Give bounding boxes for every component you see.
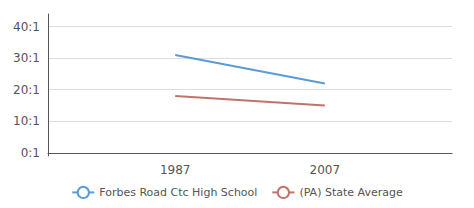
svg-text:10:1: 10:1	[13, 114, 40, 128]
svg-text:30:1: 30:1	[13, 51, 40, 65]
svg-text:20:1: 20:1	[13, 83, 40, 97]
svg-text:2007: 2007	[310, 163, 341, 177]
svg-text:Forbes Road Ctc High School: Forbes Road Ctc High School	[99, 186, 257, 199]
svg-text:40:1: 40:1	[13, 20, 40, 34]
svg-text:(PA) State Average: (PA) State Average	[299, 186, 403, 199]
svg-text:0:1: 0:1	[21, 146, 40, 160]
svg-text:1987: 1987	[160, 163, 191, 177]
